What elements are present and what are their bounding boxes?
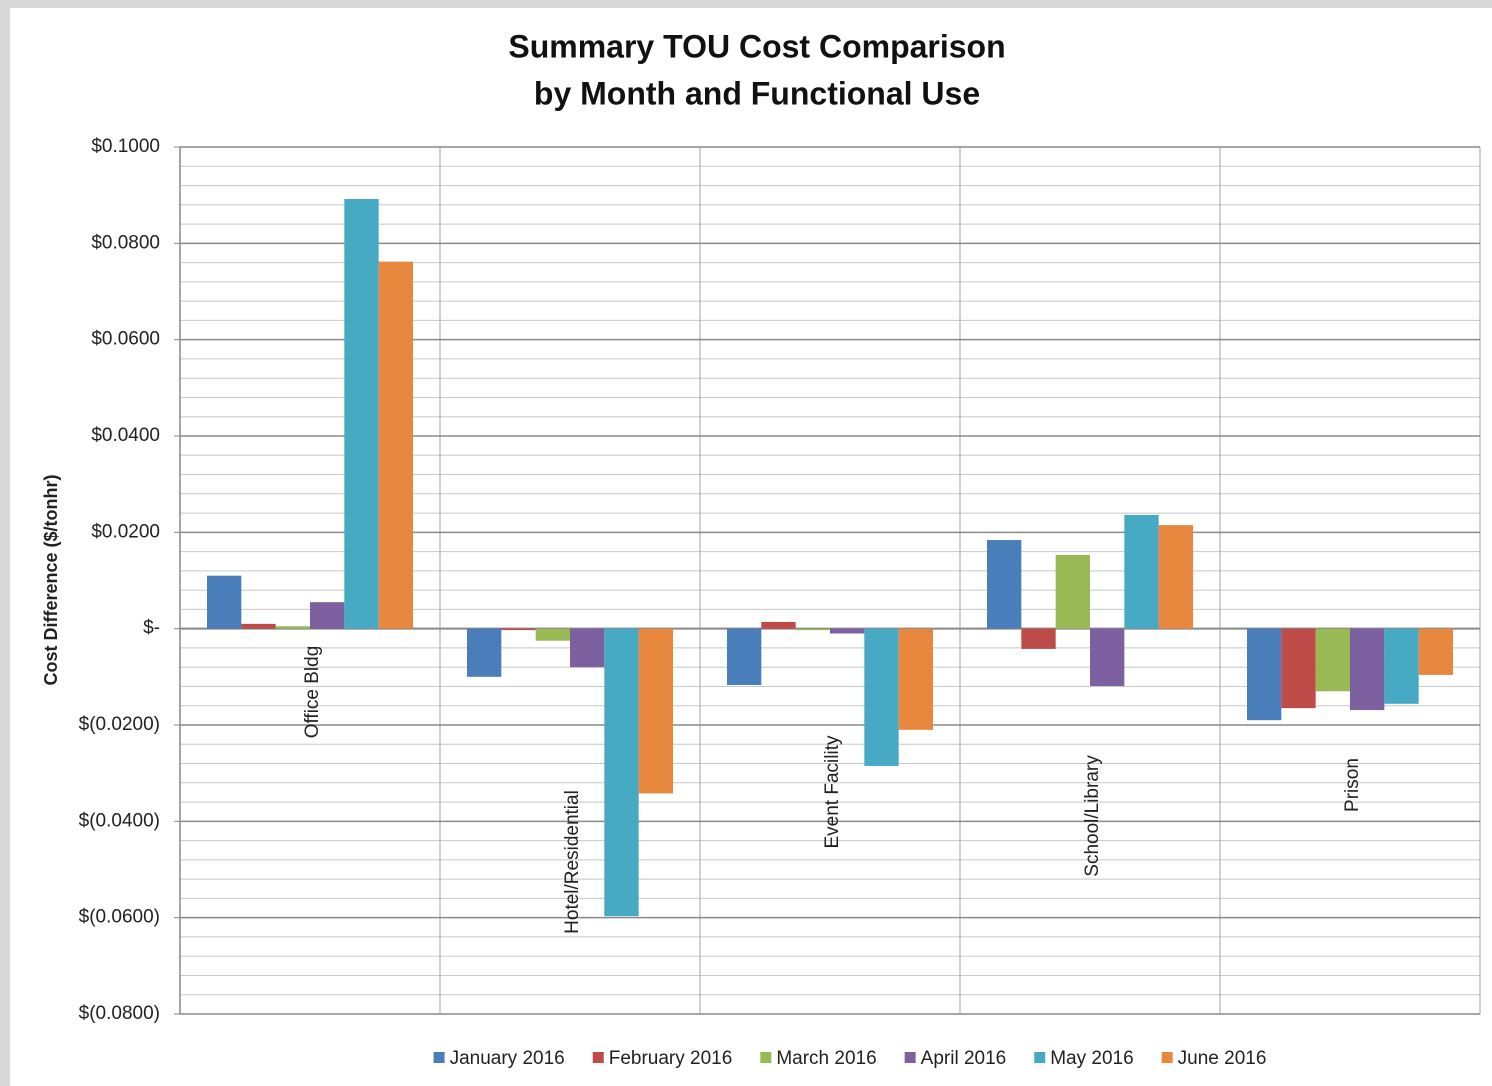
legend-label: May 2016 [1050, 1048, 1133, 1069]
bar [987, 540, 1022, 629]
y-tick-label: $(0.0600) [79, 907, 160, 928]
legend-label: March 2016 [776, 1048, 876, 1069]
y-tick-label: $(0.0800) [79, 1003, 160, 1024]
y-tick-label: $0.0600 [91, 329, 160, 350]
chart-title: by Month and Functional Use [534, 75, 980, 111]
y-tick-label: $(0.0200) [79, 714, 160, 735]
y-tick-label: $0.1000 [91, 136, 160, 157]
bar [1055, 554, 1090, 629]
legend: January 2016 February 2016 March 2016 April… [433, 1048, 1267, 1069]
legend-swatch [433, 1052, 445, 1063]
x-tick-label: Event Facility [822, 735, 843, 848]
y-tick-label: $0.0400 [91, 425, 160, 446]
x-tick-label: Hotel/Residential [562, 790, 583, 934]
x-tick-label: School/Library [1082, 755, 1103, 877]
bar [604, 628, 639, 917]
y-tick-label: $0.0200 [91, 521, 160, 542]
bar [795, 628, 830, 631]
legend-swatch [760, 1052, 772, 1063]
bar [727, 628, 762, 686]
x-tick-label: Office Bldg [302, 646, 323, 739]
bar [1247, 628, 1282, 721]
legend-swatch [1034, 1052, 1046, 1063]
bar [378, 261, 413, 629]
bar [1384, 628, 1419, 704]
y-axis-title: Cost Difference ($/tonhr) [41, 474, 61, 685]
chart-background [10, 8, 1492, 1086]
bar [1350, 628, 1385, 711]
bar [310, 602, 345, 629]
bar [761, 621, 796, 629]
bar [344, 199, 379, 629]
bar [1281, 628, 1316, 709]
bar [1090, 628, 1125, 686]
y-tick-label: $(0.0400) [79, 810, 160, 831]
bar [1021, 628, 1056, 649]
bar [535, 628, 570, 641]
bar [1315, 628, 1350, 692]
bar [1124, 514, 1159, 629]
bar [207, 575, 242, 629]
bar [638, 628, 673, 794]
legend-swatch [1161, 1052, 1173, 1063]
bar [830, 628, 865, 634]
bar [898, 628, 933, 730]
bar [570, 628, 605, 668]
bar [1158, 525, 1193, 629]
x-tick-label: Prison [1342, 758, 1363, 812]
bar [241, 623, 276, 629]
legend-label: April 2016 [921, 1048, 1007, 1069]
chart-title: Summary TOU Cost Comparison [508, 28, 1005, 64]
legend-label: January 2016 [450, 1048, 565, 1069]
legend-swatch [904, 1052, 916, 1063]
legend-swatch [592, 1052, 604, 1063]
bar [275, 626, 310, 629]
y-tick-label: $- [143, 618, 160, 639]
legend-label: February 2016 [609, 1048, 733, 1069]
bar [467, 628, 502, 677]
bar [864, 628, 899, 766]
bar [501, 628, 536, 631]
y-tick-label: $0.0800 [91, 232, 160, 253]
bar [1418, 628, 1453, 675]
legend-label: June 2016 [1178, 1048, 1267, 1069]
